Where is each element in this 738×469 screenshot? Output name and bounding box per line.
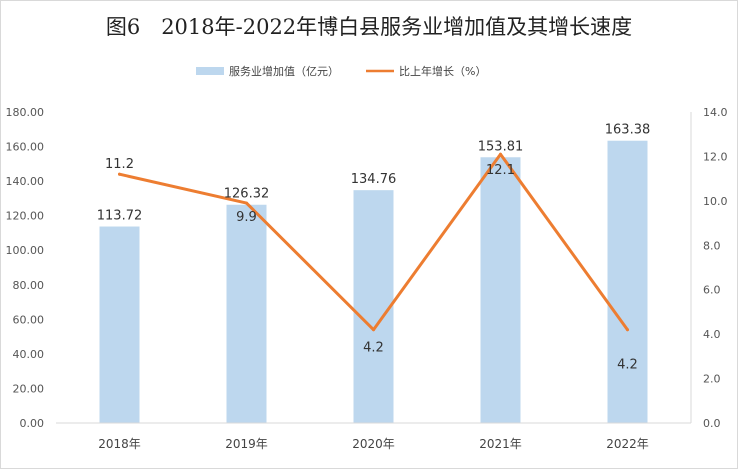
left-tick-label: 60.00 xyxy=(13,313,45,326)
left-tick-label: 100.00 xyxy=(6,244,45,257)
right-tick-label: 10.0 xyxy=(703,195,728,208)
right-tick-label: 4.0 xyxy=(703,328,721,341)
line-point xyxy=(118,172,121,176)
category-label: 2019年 xyxy=(225,437,268,451)
legend-label-bar: 服务业增加值（亿元） xyxy=(229,64,339,78)
left-tick-label: 20.00 xyxy=(13,382,45,395)
right-tick-label: 14.0 xyxy=(703,106,728,119)
bar-value-label: 134.76 xyxy=(351,172,397,187)
legend-label-line: 比上年增长（%） xyxy=(399,64,486,78)
line-point xyxy=(372,328,375,332)
bar-series xyxy=(99,140,648,424)
right-axis-ticks: 0.0 2.0 4.0 6.0 8.0 10.0 12.0 14.0 xyxy=(703,106,728,430)
right-tick-label: 0.0 xyxy=(703,417,721,430)
bar-value-label: 153.81 xyxy=(478,139,524,154)
left-tick-label: 140.00 xyxy=(6,175,45,188)
line-data-labels: 11.2 9.9 4.2 12.1 4.2 xyxy=(105,157,638,373)
line-value-label: 4.2 xyxy=(363,341,384,356)
line-value-label: 4.2 xyxy=(617,358,638,373)
line-value-label: 11.2 xyxy=(105,157,134,172)
bar xyxy=(99,226,140,423)
category-label: 2021年 xyxy=(479,437,522,451)
left-tick-label: 180.00 xyxy=(6,106,45,119)
chart-title: 图6 2018年-2022年博白县服务业增加值及其增长速度 xyxy=(106,15,632,39)
category-label: 2018年 xyxy=(98,437,141,451)
line-value-label: 12.1 xyxy=(486,163,515,178)
right-tick-label: 12.0 xyxy=(703,150,728,163)
left-tick-label: 0.00 xyxy=(20,417,45,430)
bar-data-labels: 113.72 126.32 134.76 153.81 163.38 xyxy=(97,123,651,224)
line-point xyxy=(626,328,629,332)
legend-swatch-bar xyxy=(196,67,224,75)
category-label: 2020年 xyxy=(352,437,395,451)
bar xyxy=(480,157,521,424)
left-tick-label: 160.00 xyxy=(6,141,45,154)
right-tick-label: 2.0 xyxy=(703,373,721,386)
bar-value-label: 163.38 xyxy=(605,123,651,138)
left-tick-label: 120.00 xyxy=(6,210,45,223)
bar xyxy=(607,140,648,423)
bar-value-label: 126.32 xyxy=(224,187,270,202)
legend: 服务业增加值（亿元） 比上年增长（%） xyxy=(196,64,486,78)
bar xyxy=(226,204,267,423)
category-labels: 2018年 2019年 2020年 2021年 2022年 xyxy=(98,437,649,451)
left-tick-label: 80.00 xyxy=(13,279,45,292)
right-tick-label: 6.0 xyxy=(703,284,721,297)
line-point xyxy=(499,152,502,156)
bar xyxy=(353,190,394,423)
left-tick-label: 40.00 xyxy=(13,348,45,361)
bar-value-label: 113.72 xyxy=(97,209,143,224)
line-point xyxy=(245,201,248,205)
right-tick-label: 8.0 xyxy=(703,239,721,252)
line-value-label: 9.9 xyxy=(236,210,257,225)
category-label: 2022年 xyxy=(606,437,649,451)
line-series xyxy=(118,152,629,332)
left-axis-ticks: 0.00 20.00 40.00 60.00 80.00 100.00 120.00 140.… xyxy=(6,106,45,430)
